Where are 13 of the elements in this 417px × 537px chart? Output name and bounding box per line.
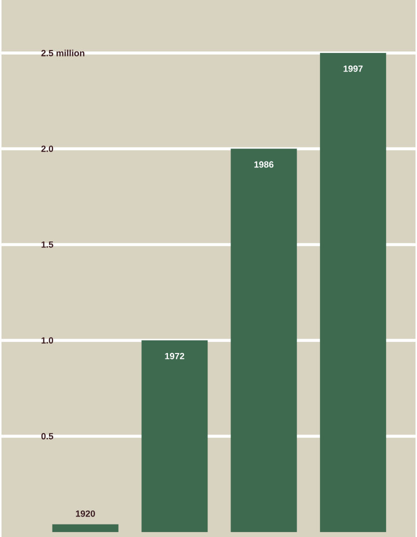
y-tick-label: 2.0 [41,146,54,152]
x-tick-label: 1997 [344,66,363,72]
x-tick-label: 1986 [254,161,274,168]
x-tick-label: 1972 [165,352,184,360]
bar [230,148,297,532]
bar [142,340,208,532]
bar [320,52,386,532]
x-tick-label: 1920 [76,510,95,517]
y-tick-label: 2.5 million [41,50,84,56]
y-tick-label: 1.5 [42,241,54,248]
y-tick-label: 1.0 [42,337,54,344]
y-tick-label: 0.5 [41,433,54,440]
bar [52,524,118,532]
